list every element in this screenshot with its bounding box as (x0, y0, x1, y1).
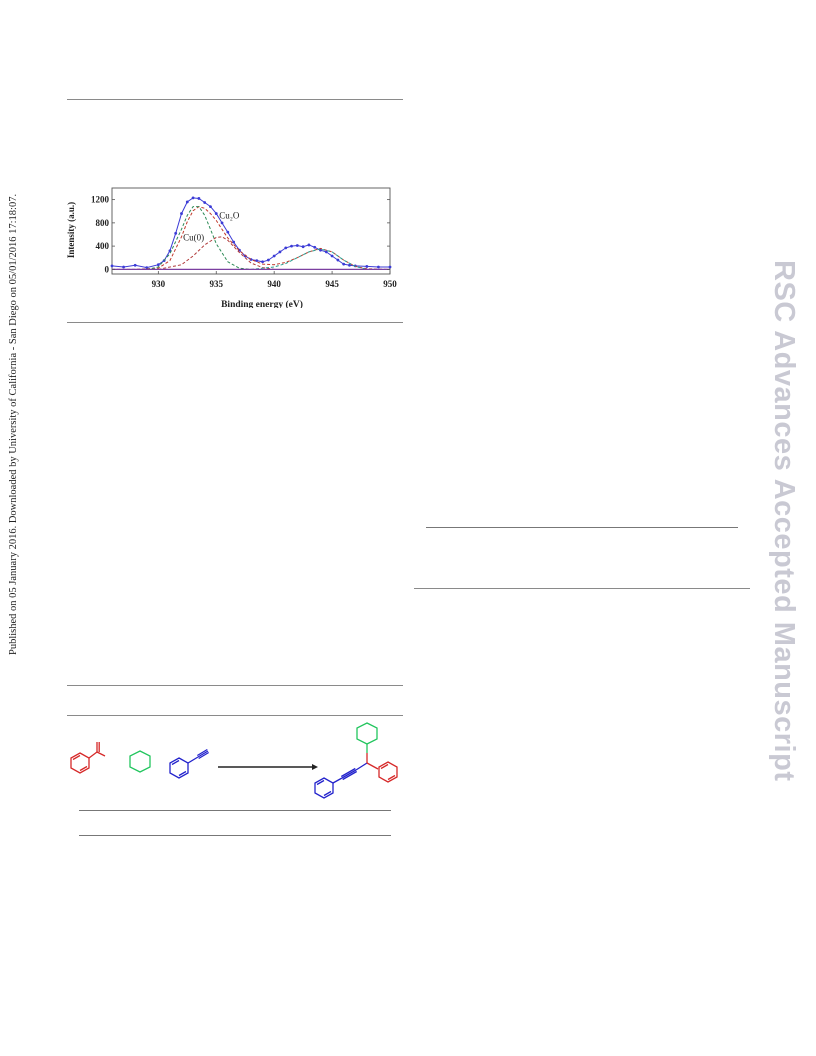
raw-data-point (307, 243, 311, 247)
y-axis-label: Intensity (a.u.) (66, 202, 76, 258)
x-tick-label: 930 (152, 279, 166, 289)
raw-data-point (197, 197, 201, 200)
plot-frame (111, 187, 391, 275)
raw-data-point (342, 262, 346, 266)
raw-data-point (324, 250, 328, 254)
figure-bottom-rule (67, 322, 403, 323)
scheme-table-rule-1 (79, 810, 391, 811)
figure-top-rule (67, 99, 403, 100)
raw-data-point (133, 263, 137, 267)
publication-note: Published on 05 January 2016. Downloaded… (8, 193, 19, 655)
raw-data-point (226, 230, 230, 234)
a3-coupling-scheme (70, 722, 398, 799)
raw-data-point (388, 265, 392, 269)
alkyne-structure (169, 748, 210, 779)
raw-data-point (209, 205, 212, 208)
raw-data-point (365, 265, 369, 268)
raw-data-point (272, 254, 276, 258)
product-structure (314, 722, 398, 799)
raw-data-point (348, 263, 351, 267)
x-tick-label: 950 (383, 279, 397, 289)
raw-data-point (185, 200, 189, 204)
raw-data-point (191, 196, 195, 200)
raw-data-point (278, 250, 282, 254)
y-tick-label: 1200 (91, 195, 110, 205)
raw-data-point (261, 260, 264, 264)
raw-data-point (377, 265, 380, 269)
x-tick-label: 945 (325, 279, 339, 289)
reaction-arrow (218, 764, 318, 770)
series-satellite-line (250, 248, 367, 270)
scheme-top-rule-1 (67, 685, 403, 686)
amine-structure (129, 750, 151, 773)
raw-data-point (295, 244, 299, 247)
raw-data-point (284, 246, 288, 250)
raw-data-point (156, 263, 160, 267)
y-tick-label: 0 (105, 264, 110, 274)
raw-data-point (290, 244, 293, 248)
x-tick-label: 940 (267, 279, 281, 289)
scheme-table-rule-2 (79, 835, 391, 836)
x-tick-label: 935 (210, 279, 224, 289)
series-envelope-line (112, 206, 391, 270)
y-tick-label: 400 (96, 241, 110, 251)
series-cu0-line (146, 206, 252, 270)
table-header-rule (426, 527, 738, 528)
raw-data-point (180, 212, 183, 215)
cu0-annotation: Cu(0) (183, 232, 204, 242)
y-tick-label: 800 (96, 218, 110, 228)
x-axis-label: Binding energy (eV) (221, 299, 303, 308)
raw-data-point (203, 201, 207, 204)
table-bottom-rule (414, 588, 750, 589)
raw-data-point (214, 212, 218, 215)
xps-cu2p-chart: 930 935 940 945 950 0 400 800 1200 Binding energ… (66, 187, 397, 308)
accepted-manuscript-watermark: RSC Advances Accepted Manuscript (768, 260, 800, 782)
raw-data-point (232, 240, 236, 244)
cu2o-annotation: Cu₂O (219, 210, 240, 220)
raw-data-point (266, 258, 270, 262)
raw-data-point (255, 259, 259, 263)
raw-data-point (330, 254, 334, 258)
raw-data-point (110, 264, 114, 268)
raw-data-point (174, 231, 178, 235)
ketone-structure (70, 742, 106, 774)
raw-data-point (220, 221, 224, 225)
raw-data-point (336, 258, 340, 262)
scheme-top-rule-2 (67, 715, 403, 716)
series-cu2o-line (158, 236, 275, 270)
raw-data-point (301, 245, 305, 249)
raw-data-point (122, 265, 125, 269)
raw-data-point (313, 245, 317, 249)
